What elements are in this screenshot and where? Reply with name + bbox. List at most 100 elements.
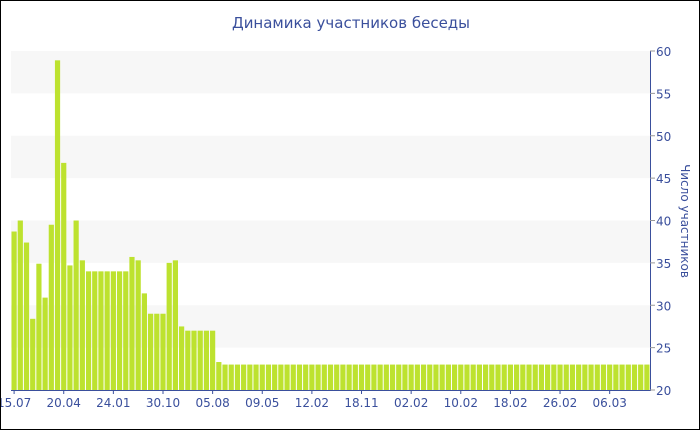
bar (247, 364, 253, 390)
bar (42, 297, 48, 390)
bar (600, 364, 607, 390)
bar (389, 364, 396, 390)
bar (303, 364, 309, 390)
bar (520, 364, 526, 390)
bar (402, 364, 408, 390)
x-tick-label: 06.03 (592, 396, 626, 410)
y-tick-label: 35 (656, 257, 671, 271)
bar (569, 364, 576, 390)
bar (116, 271, 123, 390)
bar (563, 364, 569, 390)
bar (48, 224, 54, 390)
bar (185, 330, 191, 390)
bar (110, 271, 116, 390)
bar (203, 330, 210, 390)
bar (284, 364, 290, 390)
bar (85, 271, 92, 390)
bar (154, 313, 160, 390)
grid-band (11, 220, 650, 263)
bar (545, 364, 551, 390)
y-axis-label: Число участников (678, 164, 692, 278)
bar (253, 364, 259, 390)
bar (104, 271, 110, 390)
bar (296, 364, 303, 390)
bar (30, 318, 36, 390)
bar (315, 364, 321, 390)
bar (396, 364, 402, 390)
bar (54, 60, 61, 390)
bar (210, 330, 216, 390)
bar (259, 364, 265, 390)
y-tick-label: 55 (656, 87, 671, 101)
bar (191, 330, 197, 390)
x-tick-label: 24.01 (96, 396, 130, 410)
y-tick-label: 60 (656, 45, 671, 59)
bar (222, 364, 228, 390)
y-tick-label: 40 (656, 215, 671, 229)
bar (483, 364, 489, 390)
x-tick-label: 09.05 (245, 396, 279, 410)
bar (160, 313, 166, 390)
bar (420, 364, 427, 390)
bar (98, 271, 104, 390)
bar (451, 364, 458, 390)
bar (278, 364, 284, 390)
x-tick-label: 10.02 (444, 396, 478, 410)
bar (79, 260, 85, 390)
bar (61, 162, 67, 390)
bar (576, 364, 582, 390)
bar (514, 364, 520, 390)
bar (408, 364, 414, 390)
bar (172, 260, 178, 390)
bar (371, 364, 377, 390)
bar (433, 364, 439, 390)
bar (377, 364, 383, 390)
bar (625, 364, 631, 390)
bar (470, 364, 476, 390)
x-tick-label: 20.04 (47, 396, 81, 410)
bar (427, 364, 433, 390)
bar (501, 364, 507, 390)
bar (11, 231, 17, 390)
bar (644, 364, 650, 390)
bar (532, 364, 538, 390)
bar (619, 364, 625, 390)
bar (179, 326, 185, 390)
bar (92, 271, 98, 390)
bar (23, 242, 30, 390)
y-tick-label: 20 (656, 384, 671, 398)
bar (594, 364, 600, 390)
bar (147, 313, 154, 390)
grid-band (11, 51, 650, 94)
bar (73, 220, 79, 390)
bar (340, 364, 346, 390)
x-tick-label: 26.02 (543, 396, 577, 410)
grid-band (11, 135, 650, 179)
bar (135, 260, 141, 390)
bar (352, 364, 358, 390)
bar (464, 364, 470, 390)
bar (166, 262, 172, 391)
bar (346, 364, 352, 390)
bar (476, 364, 482, 390)
y-tick-label: 30 (656, 299, 671, 313)
bar (334, 364, 340, 390)
bar (613, 364, 619, 390)
x-tick-label: 12.02 (295, 396, 329, 410)
bar (526, 364, 532, 390)
bar (272, 364, 278, 390)
y-tick-label: 50 (656, 130, 671, 144)
bar (607, 364, 613, 390)
bar (638, 364, 644, 390)
x-tick-label: 05.08 (195, 396, 229, 410)
bar (588, 364, 594, 390)
bar (538, 364, 545, 390)
bar (67, 265, 73, 390)
bar (197, 330, 203, 390)
x-tick-label: 18.02 (493, 396, 527, 410)
bar (309, 364, 315, 390)
y-tick-label: 25 (656, 342, 671, 356)
x-tick-label: 02.02 (394, 396, 428, 410)
